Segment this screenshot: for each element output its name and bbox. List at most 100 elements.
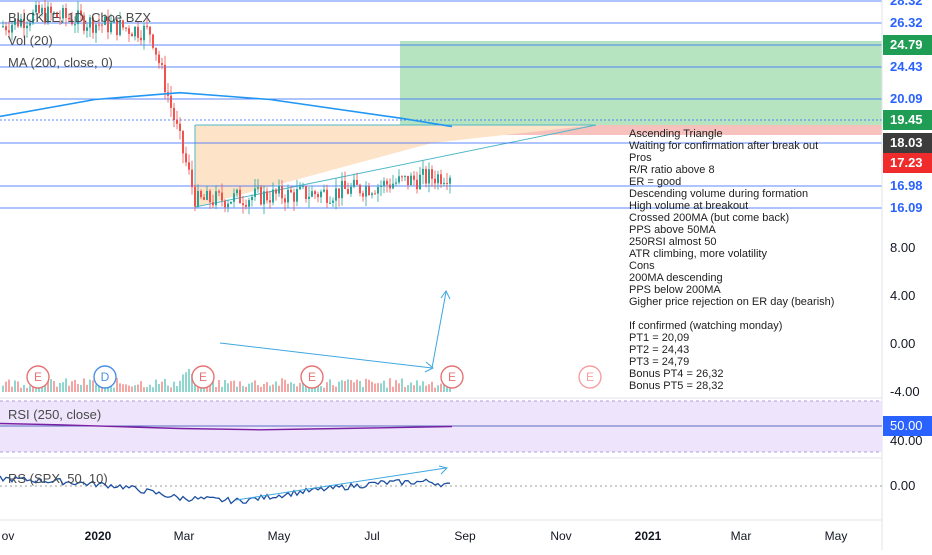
candle-body [53,12,55,14]
note-line: Gigher price rejection on ER day (bearis… [629,296,834,308]
candle-body [191,169,193,188]
volume-bar [341,380,343,392]
candle-body [203,197,205,200]
event-marker-letter: D [101,370,110,384]
candle-body [428,169,430,184]
volume-bar [239,381,241,392]
ma-legend[interactable]: MA (200, close, 0) [8,55,113,70]
candle-body [221,192,223,201]
candle-body [278,185,280,194]
candle-body [44,7,46,23]
candle-body [293,192,295,202]
rsi-legend[interactable]: RSI (250, close) [8,407,101,422]
rsi-axis-label: 50.00 [890,418,923,433]
volume-bar [410,382,412,392]
volume-bar [113,387,115,392]
candle-body [287,189,289,203]
volume-bar [290,382,292,392]
candle-body [56,12,58,18]
volume-bar [44,380,46,392]
earnings-marker[interactable]: E [440,365,464,389]
candle-body [59,17,61,19]
volume-bar [179,380,181,392]
candle-body [389,184,391,189]
note-line: Pros [629,152,652,164]
volume-bar [140,381,142,392]
candle-body [224,200,226,208]
price-axis[interactable]: 28.32 26.32 24.79 24.43 20.09 19.45 18.03 17.23… [883,0,932,399]
volume-bar [395,380,397,392]
volume-bar [149,384,151,392]
volume-bar [428,384,430,392]
rs-line [0,475,451,505]
time-axis-label: May [268,529,291,543]
volume-legend[interactable]: Vol (20) [8,33,53,48]
candle-body [197,190,199,207]
candle-body [272,189,274,203]
candle-body [119,20,121,36]
candle-body [296,189,298,202]
earnings-marker[interactable]: E [191,365,215,389]
candle-body [266,191,268,201]
symbol-title[interactable]: BUCKLE, 1D, Cboe BZX [8,10,151,25]
volume-bar [38,387,40,392]
earnings-marker[interactable]: E [578,365,602,389]
candle-body [308,196,310,200]
volume-bar [254,380,256,392]
volume-bar [383,380,385,392]
candle-body [326,189,328,203]
candle-body [263,191,265,205]
earnings-marker[interactable]: E [26,365,50,389]
volume-bar [59,382,61,392]
candle-body [113,19,115,23]
volume-bar [221,386,223,392]
candle-body [83,15,85,31]
volume-bar [11,386,13,392]
volume-bar [245,386,247,392]
candle-body [212,202,214,206]
earnings-marker[interactable]: E [300,365,324,389]
candle-body [431,169,433,179]
time-axis-label: Sep [454,529,476,543]
volume-bar [173,381,175,392]
candle-body [302,186,304,188]
time-axis-label: Mar [731,529,752,543]
candle-body [434,178,436,184]
volume-bar [437,385,439,392]
rs-legend[interactable]: RS (SPX, 50, 10) [8,471,108,486]
volume-bar [344,381,346,392]
volume-bar [431,381,433,392]
volume-bar [17,381,19,392]
price-axis-label: 16.98 [890,178,923,193]
dividend-marker[interactable]: D [93,365,117,389]
volume-bar [65,378,67,392]
volume-bar [371,381,373,392]
candle-body [329,202,331,204]
time-axis-label: May [825,529,848,543]
candle-body [155,47,157,55]
volume-bar [23,385,25,392]
volume-bar [368,379,370,392]
volume-breakout-arrowhead [440,290,451,300]
candle-body [65,8,67,18]
candle-body [107,16,109,33]
rs-axis: 0.00 [890,478,915,493]
candle-body [5,26,7,31]
candle-body [386,180,388,185]
volume-bar [98,382,100,392]
price-label-badge [883,133,932,153]
candle-body [290,189,292,193]
candle-body [92,17,94,33]
volume-bar [413,385,415,392]
candle-body [71,19,73,25]
candle-body [437,174,439,184]
time-axis-label: Jul [364,529,379,543]
candle-body [140,37,142,41]
time-axis[interactable]: ov 2020 Mar May Jul Sep Nov 2021 Mar May [2,529,848,543]
candle-body [404,175,406,177]
candle-body [362,193,364,197]
candle-body [392,183,394,189]
